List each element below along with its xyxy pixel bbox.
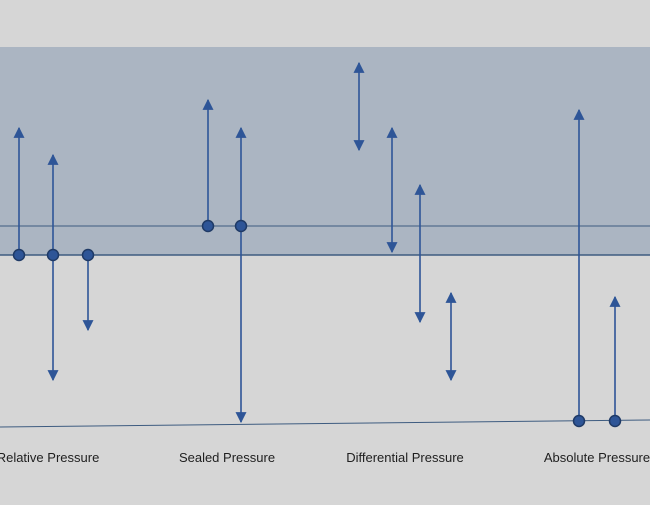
relative-pressure-label: Relative Pressure <box>0 450 100 465</box>
sealed-point-1 <box>201 219 215 233</box>
relative-point-3 <box>81 248 95 262</box>
vacuum-line <box>0 419 650 428</box>
absolute-pressure-label: Absolute Pressure <box>543 450 650 465</box>
relative-point-1 <box>12 248 26 262</box>
absolute-point-1 <box>572 414 586 428</box>
differential-pressure-label: Differential Pressure <box>346 450 464 465</box>
relative-point-2 <box>46 248 60 262</box>
sealed-point-2 <box>234 219 248 233</box>
sealed-pressure-label: Sealed Pressure <box>178 450 276 465</box>
absolute-point-2 <box>608 414 622 428</box>
atmospheric-band <box>0 47 650 255</box>
